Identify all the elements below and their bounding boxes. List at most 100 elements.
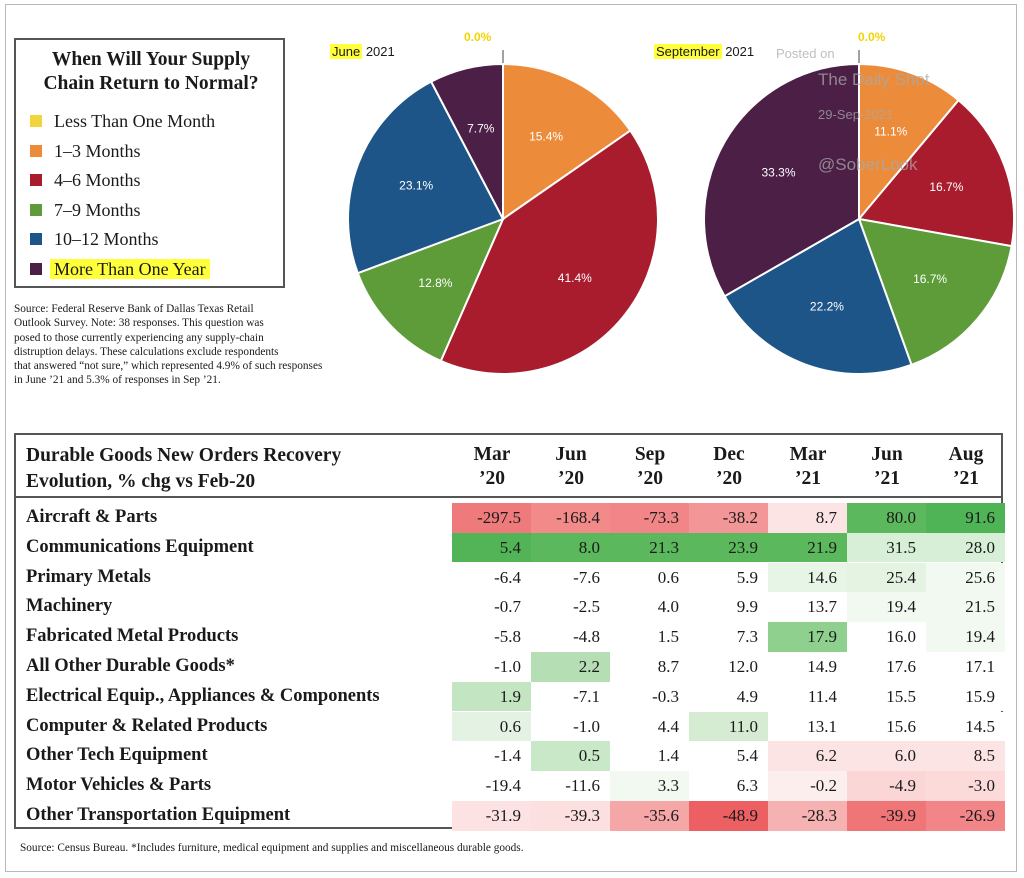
table-title-line2: Evolution, % chg vs Feb-20 <box>26 471 256 492</box>
table-cell: 21.9 <box>768 532 847 563</box>
table-cell: 11.0 <box>689 711 768 742</box>
row-label: Aircraft & Parts <box>26 507 158 527</box>
table-cell: 9.9 <box>689 592 768 622</box>
table-cell: -7.1 <box>531 681 610 712</box>
table-cell: 15.9 <box>926 681 1005 712</box>
table-cell: 21.5 <box>926 592 1005 622</box>
pie2-title-month: September <box>654 44 722 59</box>
pie1-title-month: June <box>330 44 363 59</box>
table-cell: 4.9 <box>689 681 768 712</box>
pie-charts: 15.4% 41.4% 12.8% 23.1% 7.7% 11.1% 16.7% 16.7% 2… <box>347 50 1015 375</box>
table-cell: -2.5 <box>531 592 610 622</box>
legend-item: 1–3 Months <box>54 138 141 164</box>
table-cell: 8.5 <box>926 741 1005 771</box>
table-cell: 80.0 <box>847 503 926 533</box>
column-header: Dec ’20 <box>693 443 765 491</box>
pie2-slice-label: 33.3% <box>761 165 795 179</box>
row-label: Machinery <box>26 596 113 617</box>
row-label: Other Transportation Equipment <box>26 805 291 825</box>
table-cell: 25.6 <box>926 562 1005 593</box>
table-cell: 1.9 <box>452 681 531 712</box>
table-cell: 14.6 <box>768 562 847 593</box>
legend-swatch <box>30 233 42 245</box>
pie1-slice <box>429 62 504 220</box>
legend-swatch <box>30 144 42 157</box>
column-header-month: Mar <box>789 444 827 465</box>
table-cell: 6.2 <box>768 741 847 771</box>
note-line: distruption delays. These calculations e… <box>14 345 279 358</box>
legend-item-label: 10–12 Months <box>54 229 159 249</box>
pie2-slice <box>857 98 1015 248</box>
pie1-slice-label: 23.1% <box>399 179 433 193</box>
column-header-year: ’21 <box>953 468 979 489</box>
table-cell: -73.3 <box>610 503 689 533</box>
watermark-date: 29-Sep-2021 <box>818 107 894 122</box>
table-cell: 1.4 <box>610 741 689 771</box>
pie1-slice <box>356 217 505 363</box>
note-line: posed to those currently experiencing an… <box>14 331 264 344</box>
table-cell: 0.6 <box>452 711 531 742</box>
table-cell: -0.3 <box>610 681 689 712</box>
note-line: in June ’21 and 5.3% of responses in Sep… <box>14 374 221 387</box>
table-cell: 13.7 <box>768 592 847 622</box>
table-cell: 17.9 <box>768 622 847 652</box>
row-label: Computer & Related Products <box>26 715 268 736</box>
row-label: All Other Durable Goods* <box>26 656 235 676</box>
column-header-month: Mar <box>473 444 511 465</box>
table-cell: -0.2 <box>768 771 847 801</box>
table-cell: -4.8 <box>531 622 610 652</box>
table-cell: 8.7 <box>610 652 689 682</box>
row-label: Primary Metals <box>26 566 151 587</box>
watermark-handle: @SoberLook <box>818 155 918 174</box>
pie1-zero-label: 0.0% <box>464 30 492 44</box>
table-cell: 2.2 <box>531 652 610 682</box>
legend-swatch <box>30 174 42 186</box>
legend-item: 4–6 Months <box>54 167 141 193</box>
legend-title: When Will Your Supply Chain Return to No… <box>26 48 276 96</box>
legend-swatch <box>30 203 42 216</box>
column-header-year: ’20 <box>558 468 584 489</box>
table-cell: 3.3 <box>610 771 689 801</box>
table-cell: -48.9 <box>689 801 768 831</box>
table-cell: 5.4 <box>452 532 531 563</box>
table-cell: 0.5 <box>531 741 610 771</box>
table-cell: 8.0 <box>531 532 610 563</box>
column-header-month: Jun <box>555 444 587 465</box>
pie1-slice <box>502 62 632 221</box>
table-cell: 0.6 <box>610 562 689 593</box>
table-cell: -297.5 <box>452 503 531 533</box>
pie2-slice <box>703 62 860 298</box>
table-cell: 5.9 <box>689 562 768 593</box>
table-cell: -39.9 <box>847 801 926 831</box>
pie2-slice <box>858 62 960 222</box>
legend-item-label: 1–3 Months <box>54 140 141 161</box>
table-cell: 6.3 <box>689 771 768 801</box>
column-header-month: Aug <box>948 444 984 465</box>
table-cell: 28.0 <box>926 532 1005 563</box>
column-header-month: Dec <box>713 444 745 465</box>
legend-item-label: More Than One Year <box>50 258 210 279</box>
column-header-year: ’21 <box>795 468 821 489</box>
pie1-title-year: 2021 <box>362 44 395 59</box>
pie1-slice-label: 41.4% <box>558 271 592 285</box>
note-line: Source: Federal Reserve Bank of Dallas T… <box>14 303 254 315</box>
pie2-slice-label: 11.1% <box>874 125 907 139</box>
table-cell: -19.4 <box>452 771 531 801</box>
table-cell: 21.3 <box>610 532 689 563</box>
table-cell: -38.2 <box>689 503 768 533</box>
column-header: Mar ’20 <box>456 443 528 491</box>
column-header-year: ’20 <box>479 468 505 489</box>
column-header-year: ’20 <box>637 468 663 489</box>
pie2-slice <box>857 217 1013 367</box>
table-cell: 14.5 <box>926 711 1005 742</box>
column-header-month: Sep <box>634 444 666 465</box>
table-cell: 19.4 <box>926 622 1005 652</box>
table-cell: -1.4 <box>452 741 531 771</box>
row-label: Electrical Equip., Appliances & Componen… <box>26 685 380 706</box>
table-cell: 31.5 <box>847 532 926 563</box>
table-cell: 4.4 <box>610 711 689 742</box>
table-cell: 15.6 <box>847 711 926 742</box>
legend-title-line2: Chain Return to Normal? <box>43 73 259 94</box>
pie2-title: September 2021 <box>654 42 754 62</box>
table-cell: -6.4 <box>452 562 531 593</box>
